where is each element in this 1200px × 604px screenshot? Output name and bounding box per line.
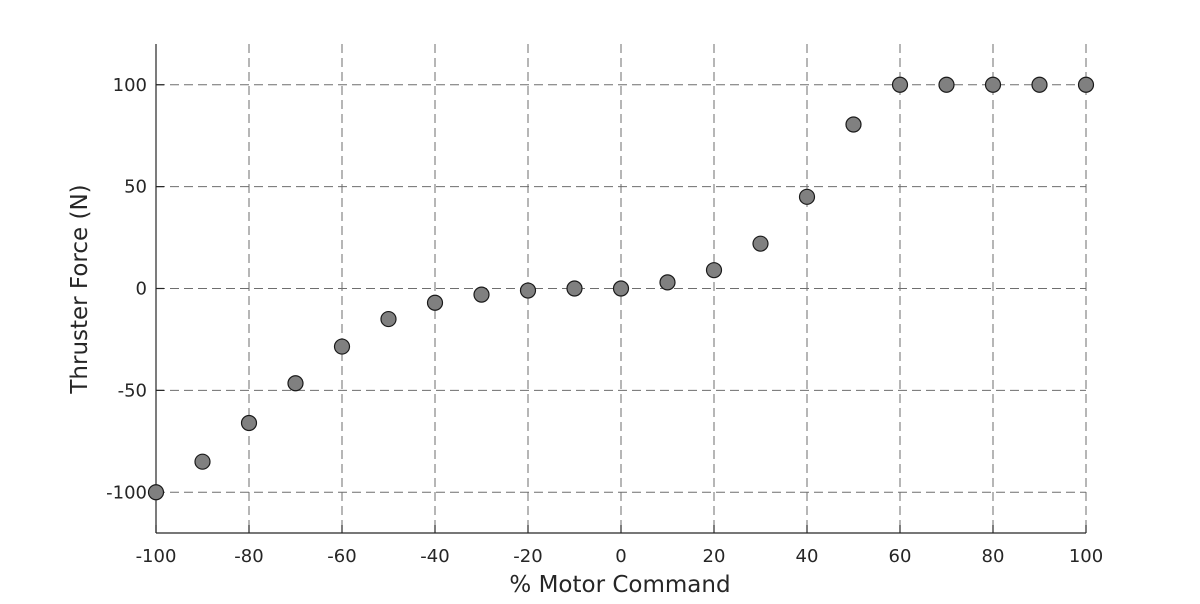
x-tick-label: 40 — [796, 546, 819, 567]
x-tick-label: -80 — [234, 546, 263, 567]
data-point — [752, 235, 769, 252]
data-point — [798, 188, 816, 205]
data-point — [426, 294, 444, 311]
data-point — [984, 76, 1002, 93]
x-tick-label: -100 — [136, 546, 177, 567]
data-point — [612, 280, 630, 297]
x-axis-label: % Motor Command — [509, 572, 730, 598]
y-tick-label: 100 — [113, 75, 147, 96]
data-point — [287, 375, 304, 392]
data-point — [333, 338, 351, 355]
data-point — [519, 282, 537, 299]
data-point — [659, 274, 676, 291]
data-point — [473, 286, 490, 303]
y-tick-label: 0 — [136, 279, 147, 300]
x-tick-label: 80 — [982, 546, 1005, 567]
data-point — [705, 262, 723, 279]
data-point — [240, 414, 258, 432]
data-point — [566, 280, 583, 297]
y-tick-label: -50 — [118, 380, 147, 401]
x-tick-label: 0 — [615, 546, 626, 567]
x-tick-label: -60 — [327, 546, 356, 567]
data-point — [1077, 76, 1095, 93]
data-point — [194, 453, 211, 470]
x-tick-label: -20 — [513, 546, 542, 567]
x-tick-label: 60 — [889, 546, 912, 567]
data-point — [147, 484, 165, 501]
y-axis-label: Thruster Force (N) — [67, 184, 93, 394]
x-tick-label: 100 — [1069, 546, 1103, 567]
data-point — [380, 310, 397, 328]
x-tick-label: 20 — [703, 546, 726, 567]
x-tick-label: -40 — [420, 546, 449, 567]
data-point — [938, 76, 955, 93]
y-tick-label: 50 — [124, 177, 147, 198]
y-tick-label: -100 — [106, 482, 147, 503]
data-points — [147, 76, 1095, 501]
data-point — [845, 116, 862, 133]
tick-label-layer: -100 -80 -60 -40 -20 0 20 40 60 80 100 -100 -50 0 50 10… — [106, 75, 1103, 567]
data-point — [891, 76, 909, 93]
data-point — [1031, 76, 1048, 93]
